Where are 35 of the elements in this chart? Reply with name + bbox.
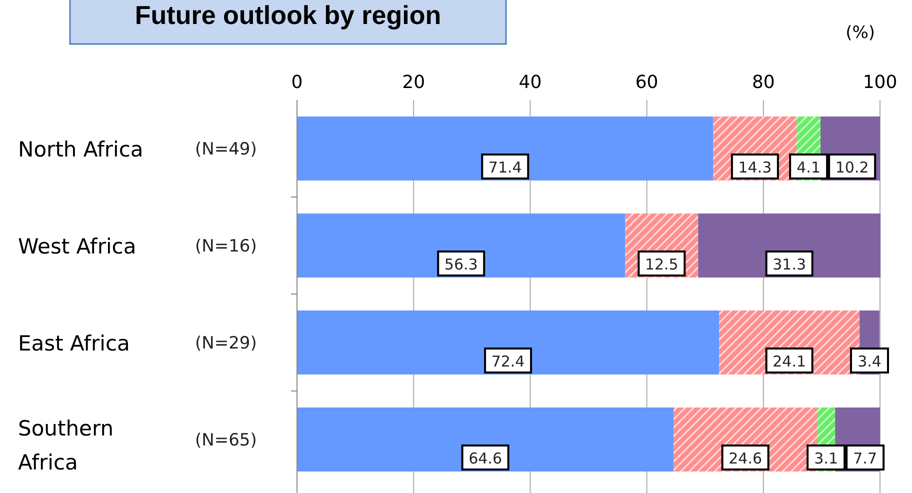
- x-tick-label: 80: [752, 72, 775, 93]
- text: (N=65): [195, 430, 257, 450]
- x-tick-label: 40: [518, 72, 542, 93]
- bar: [297, 310, 720, 375]
- text: (N=29): [195, 334, 257, 354]
- data-label: 7.7: [853, 450, 877, 468]
- y-tick-label: West Africa: [18, 234, 136, 258]
- x-tick-label: 100: [862, 72, 898, 93]
- data-label: 72.4: [491, 352, 525, 370]
- x-tick-label: 60: [635, 72, 658, 93]
- data-label: 71.4: [488, 158, 522, 176]
- x-tick-label: 0: [291, 72, 303, 93]
- y-tick-label: Southern Africa: [18, 416, 114, 474]
- bar: [297, 116, 714, 181]
- data-label: 3.4: [858, 352, 882, 370]
- text: (N=16): [195, 236, 257, 256]
- data-label: 12.5: [644, 256, 678, 274]
- data-label: 31.3: [772, 256, 806, 274]
- text: (%): [846, 23, 875, 43]
- data-label: 64.6: [468, 450, 502, 468]
- data-label: 24.1: [772, 352, 806, 370]
- x-tick-label: 20: [402, 72, 426, 93]
- bar: [297, 213, 626, 278]
- data-label: 3.1: [814, 450, 838, 468]
- bar: [698, 213, 881, 278]
- data-label: 56.3: [444, 256, 478, 274]
- y-tick-label: North Africa: [18, 138, 144, 162]
- y-tick-label: East Africa: [18, 332, 130, 356]
- text: (N=49): [195, 140, 257, 160]
- chart-title: Future outlook by region: [134, 0, 442, 30]
- bar: [297, 407, 674, 472]
- data-label: 14.3: [738, 158, 772, 176]
- data-label: 4.1: [796, 158, 821, 176]
- data-label: 24.6: [728, 450, 762, 468]
- data-label: 10.2: [835, 158, 869, 176]
